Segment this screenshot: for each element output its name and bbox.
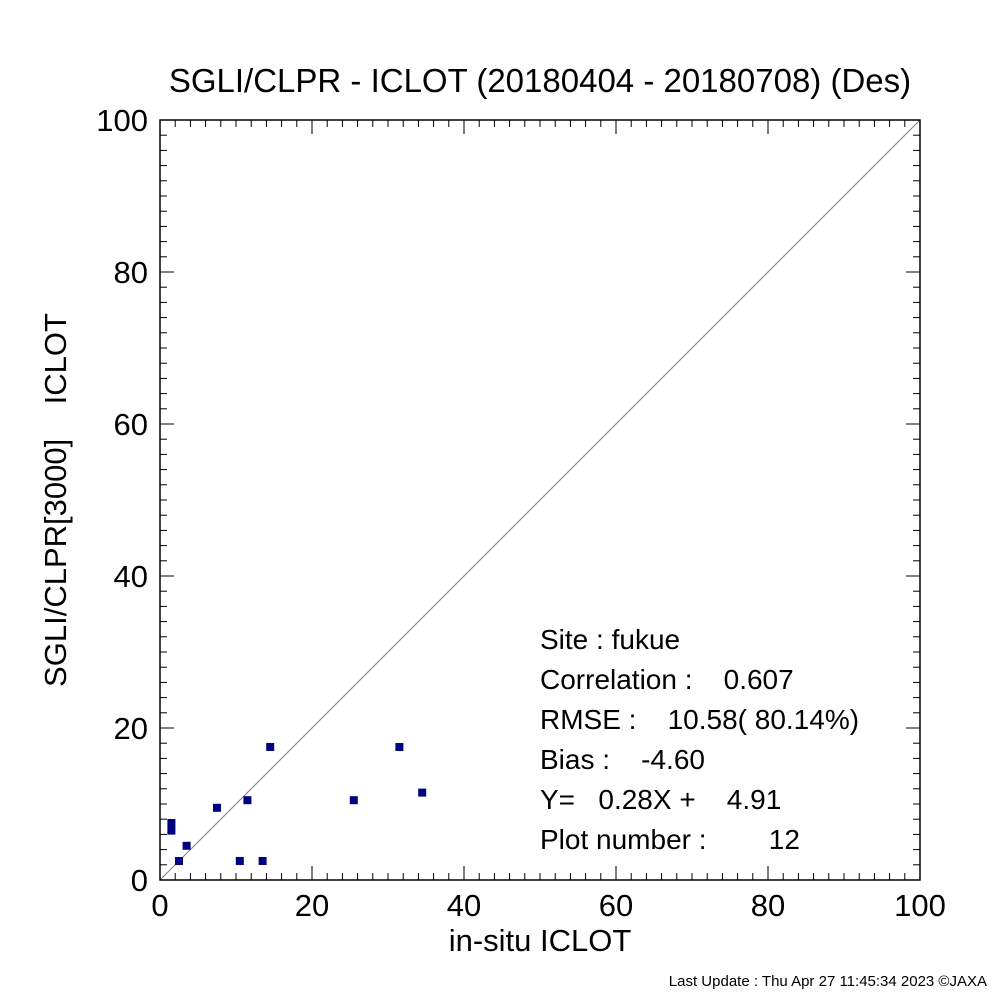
stat-line: Bias : -4.60 xyxy=(540,744,705,775)
data-point xyxy=(167,819,176,827)
data-point xyxy=(349,796,358,805)
x-tick-label: 100 xyxy=(894,888,946,923)
stat-line: Correlation : 0.607 xyxy=(540,664,794,695)
y-tick-labels: 0 20 40 60 80 100 xyxy=(96,103,148,898)
x-tick-label: 20 xyxy=(295,888,329,923)
x-tick-labels: 0 20 40 60 80 100 xyxy=(151,888,945,923)
data-point xyxy=(213,803,221,812)
x-axis-label: in-situ ICLOT xyxy=(449,923,632,958)
data-points xyxy=(167,743,427,865)
stat-line: Y= 0.28X + 4.91 xyxy=(540,784,781,815)
x-tick-label: 40 xyxy=(447,888,481,923)
data-point xyxy=(235,857,244,865)
x-tick-label: 0 xyxy=(151,888,168,923)
stat-line: Plot number : 12 xyxy=(540,824,800,855)
y-tick-label: 80 xyxy=(114,255,148,290)
y-tick-label: 20 xyxy=(114,711,148,746)
stats-box: Site : fukue Correlation : 0.607 RMSE : 10… xyxy=(540,624,859,855)
minor-ticks xyxy=(160,120,920,880)
data-point xyxy=(266,743,275,751)
y-tick-label: 100 xyxy=(96,103,148,138)
y-tick-label: 60 xyxy=(114,407,148,442)
stat-line: Site : fukue xyxy=(540,624,680,655)
y-tick-label: 40 xyxy=(114,559,148,594)
data-point xyxy=(395,743,404,751)
stat-line: RMSE : 10.58( 80.14%) xyxy=(540,704,859,735)
y-tick-label: 0 xyxy=(131,863,148,898)
footer-text: Last Update : Thu Apr 27 11:45:34 2023 ©… xyxy=(669,973,987,990)
x-tick-label: 60 xyxy=(599,888,633,923)
x-tick-label: 80 xyxy=(751,888,785,923)
plot-frame xyxy=(159,119,921,881)
data-point xyxy=(175,857,183,865)
chart-title: SGLI/CLPR - ICLOT (20180404 - 20180708) … xyxy=(169,62,911,99)
one-to-one-line xyxy=(159,119,921,881)
y-axis-label: SGLI/CLPR[3000] ICLOT xyxy=(38,313,73,687)
data-point xyxy=(258,857,267,865)
data-point xyxy=(243,796,252,805)
data-point xyxy=(167,826,176,835)
data-point xyxy=(418,788,427,797)
data-point xyxy=(182,841,191,850)
